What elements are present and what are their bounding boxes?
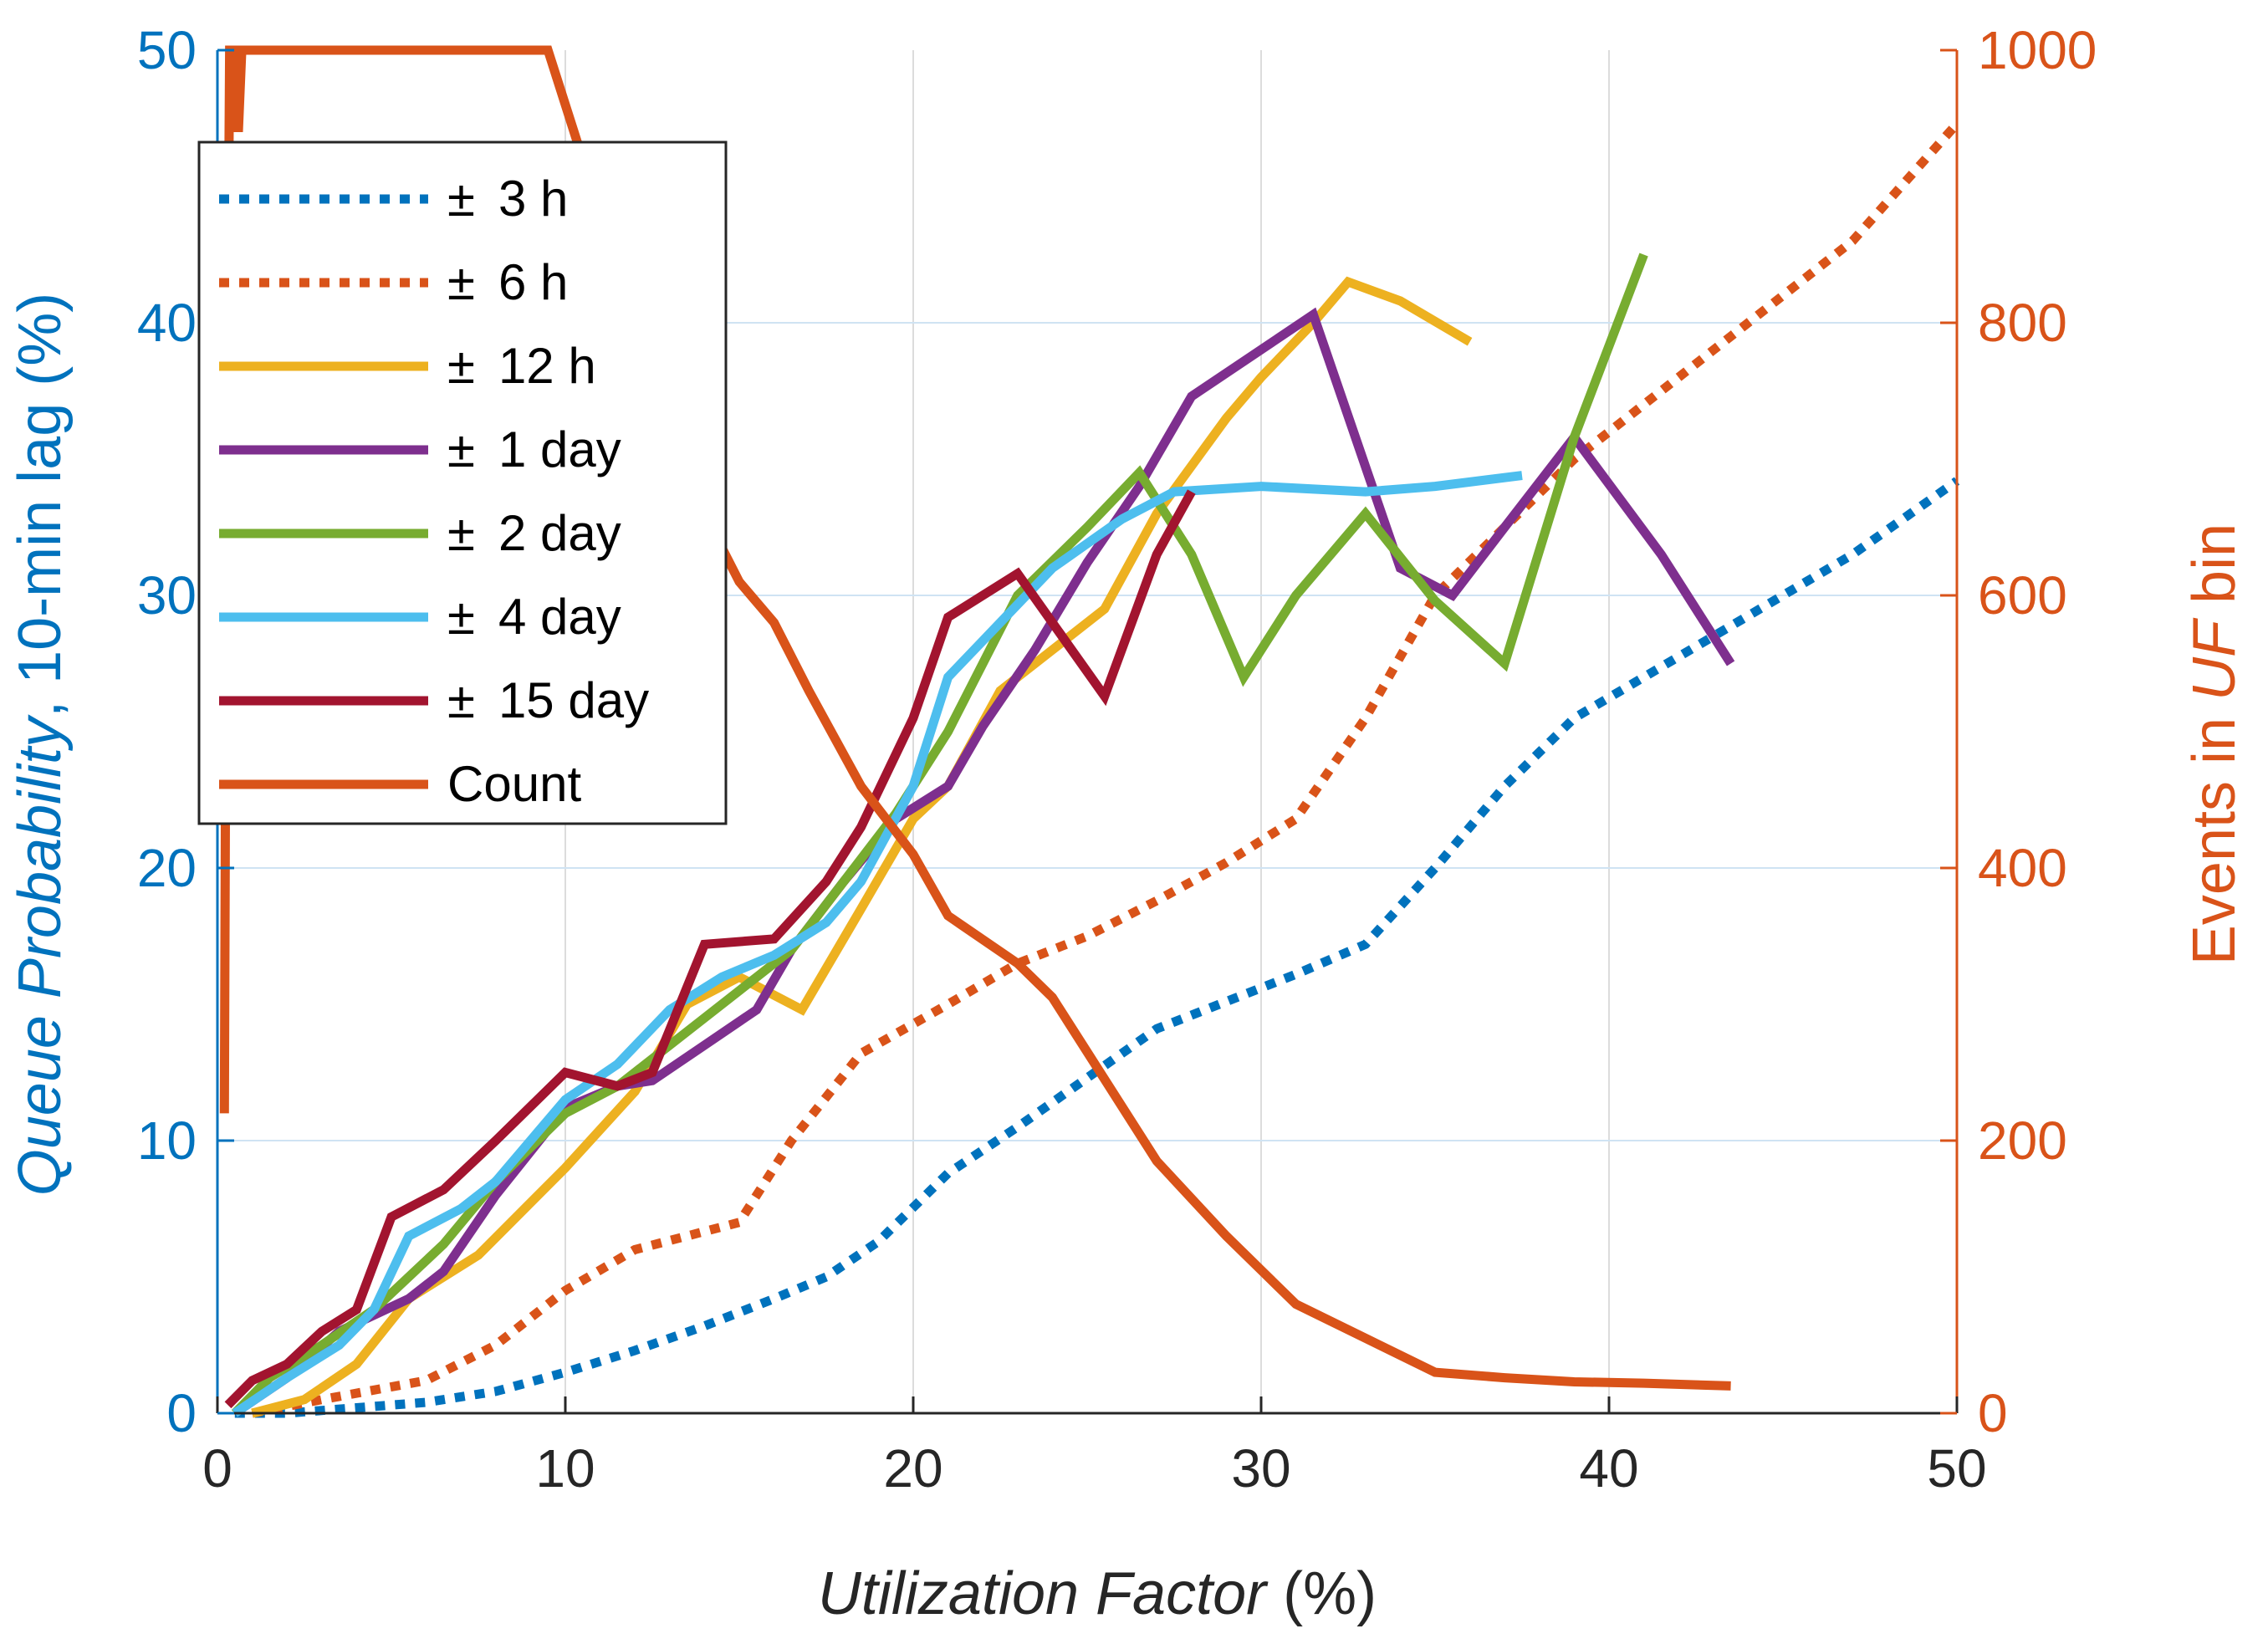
y-right-tick-label-4: 800 [1978, 293, 2067, 353]
legend-plusminus-3: ± [447, 421, 475, 477]
y-left-axis-title: Queue Probability, 10-min lag (%) [7, 293, 74, 1197]
y-left-tick-label-2: 20 [137, 838, 197, 898]
series-line-2 [251, 276, 1473, 1418]
legend-plusminus-4: ± [447, 505, 475, 561]
y-left-tick-label-1: 10 [137, 1110, 197, 1171]
legend-plusminus-6: ± [447, 672, 475, 728]
y-left-tick-label-5: 50 [137, 20, 197, 80]
y-right-tick-label-2: 400 [1978, 838, 2067, 898]
x-tick-label-5: 50 [1927, 1438, 1986, 1498]
legend-box [197, 140, 728, 825]
legend-label-text-3: 1 day [498, 421, 621, 477]
y-right-axis-title: Events in UF bin [2181, 523, 2248, 965]
series-layer [219, 45, 1961, 1418]
series-line-0 [234, 477, 1960, 1418]
series-line-7 [219, 45, 1731, 1391]
legend-label-2: ±12 h [447, 338, 596, 394]
legend-label-5: ±4 day [447, 589, 621, 645]
legend-label-3: ±1 day [447, 421, 621, 477]
legend-plusminus-5: ± [447, 589, 475, 645]
legend-label-text-5: 4 day [498, 589, 621, 645]
legend-label-text-6: 15 day [498, 672, 649, 728]
x-tick-label-1: 10 [535, 1438, 595, 1498]
x-axis-title: Utilization Factor (%) [818, 1560, 1377, 1627]
y-right-tick-label-5: 1000 [1978, 20, 2097, 80]
legend-label-6: ±15 day [447, 672, 649, 728]
y-left-tick-label-4: 40 [137, 293, 197, 353]
x-tick-label-0: 0 [202, 1438, 232, 1498]
y-right-tick-label-1: 200 [1978, 1110, 2067, 1171]
series-line-6 [224, 489, 1196, 1409]
y-left-tick-label-0: 0 [166, 1383, 197, 1443]
legend-plusminus-2: ± [447, 338, 475, 394]
x-tick-label-2: 20 [883, 1438, 942, 1498]
x-tick-label-4: 40 [1579, 1438, 1638, 1498]
legend-label-1: ±6 h [447, 254, 568, 310]
legend: ±3 h± 6 h± 12 h± 1 day± 2 day± 4 day± 15 dayCo… [197, 140, 728, 825]
series-line-1 [251, 120, 1961, 1418]
legend-label-text-0: 3 h [498, 171, 568, 227]
series-line-4 [231, 253, 1648, 1417]
y-right-tick-label-0: 0 [1978, 1383, 2008, 1443]
legend-label-text-2: 12 h [498, 338, 596, 394]
legend-plusminus-0: ± [447, 171, 475, 227]
y-left-tick-label-3: 30 [137, 565, 197, 625]
legend-label-0: ±3 h [447, 171, 568, 227]
legend-label-7: Count [447, 756, 581, 812]
legend-label-4: ±2 day [447, 505, 621, 561]
legend-label-text-1: 6 h [498, 254, 568, 310]
y-right-tick-label-3: 600 [1978, 565, 2067, 625]
legend-plusminus-1: ± [447, 254, 475, 310]
x-tick-label-3: 30 [1231, 1438, 1290, 1498]
legend-entries: ±3 h± 6 h± 12 h± 1 day± 2 day± 4 day± 15 dayCo… [219, 171, 649, 812]
legend-label-text-4: 2 day [498, 505, 621, 561]
